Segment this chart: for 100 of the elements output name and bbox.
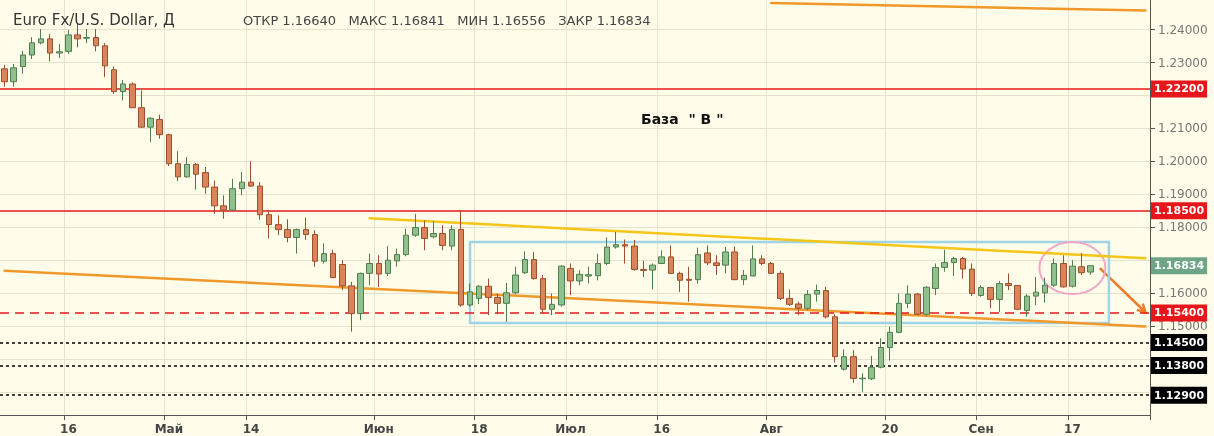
candlestick: [47, 33, 53, 62]
candlestick: [239, 171, 245, 196]
x-tick-label: 16: [60, 422, 77, 436]
candlestick: [1, 64, 8, 88]
candlestick: [430, 220, 437, 239]
candlestick: [156, 114, 163, 140]
candlestick: [284, 218, 291, 243]
candlestick: [1069, 259, 1076, 289]
candlestick: [211, 179, 218, 215]
candlestick: [951, 256, 957, 277]
y-tick-label: 1.18000: [1158, 220, 1208, 235]
candlestick: [905, 284, 911, 309]
candlestick: [1033, 276, 1039, 306]
x-tick-label: 14: [242, 422, 260, 436]
candlestick: [987, 286, 994, 309]
candlestick: [1042, 277, 1048, 304]
candlestick: [668, 244, 674, 275]
candlestick: [56, 43, 63, 59]
x-tick-label: 20: [881, 422, 899, 436]
y-tick-label: 1.20000: [1158, 154, 1208, 169]
candlestick: [111, 66, 117, 95]
candlestick: [376, 254, 382, 288]
y-tick-label: 1.16000: [1158, 286, 1208, 301]
text: 1.16834: [1154, 259, 1205, 273]
candlestick: [138, 90, 145, 129]
candlestick: [868, 355, 875, 381]
candlestick: [1005, 272, 1012, 291]
candlestick: [248, 160, 254, 188]
candlestick: [147, 116, 154, 143]
x-tick-label: Авг: [759, 422, 783, 436]
candlestick: [768, 261, 774, 275]
candlestick: [823, 286, 829, 319]
candlestick: [102, 42, 108, 78]
ref-line-label: 1.18500: [1154, 204, 1205, 218]
candlestick: [759, 254, 765, 266]
candlestick: [978, 284, 984, 298]
candlestick: [65, 29, 72, 55]
candlestick: [175, 150, 181, 182]
candlestick: [257, 181, 263, 221]
candlestick: [229, 178, 236, 212]
candlestick: [293, 228, 300, 255]
candlestick: [649, 262, 656, 291]
candlestick: [485, 278, 492, 316]
candlestick: [166, 133, 172, 167]
candlestick: [220, 194, 227, 220]
x-tick-label: 16: [653, 422, 671, 436]
candlestick: [385, 245, 391, 277]
ref-line-label: 1.22200: [1154, 82, 1205, 96]
text: Euro Fx/U.S. Dollar, Д: [13, 10, 175, 29]
candlestick: [686, 266, 692, 303]
y-tick-label: 1.23000: [1158, 55, 1208, 70]
candlestick: [540, 274, 546, 315]
candlestick: [804, 289, 811, 311]
candlestick: [814, 284, 820, 303]
candlestick: [467, 283, 473, 308]
candlestick: [512, 266, 519, 295]
candlestick: [321, 242, 327, 264]
candlestick: [303, 217, 309, 241]
candlestick: [960, 256, 966, 280]
candlestick: [932, 262, 939, 296]
candlestick: [275, 214, 282, 236]
candlestick: [741, 269, 747, 286]
candlestick: [458, 209, 464, 308]
candlestick: [330, 249, 336, 279]
candlestick: [795, 301, 802, 316]
candlestick: [403, 228, 409, 257]
candlestick: [38, 28, 44, 45]
candlestick: [522, 250, 528, 275]
candlestick: [832, 313, 838, 364]
candlestick: [503, 282, 510, 323]
ref-line-label: 1.13800: [1154, 359, 1205, 373]
candlestick: [83, 28, 90, 44]
candlestick: [887, 326, 893, 362]
candlestick: [731, 245, 738, 281]
x-tick-label: Сен: [968, 422, 994, 436]
candlestick: [850, 349, 857, 384]
candlestick: [969, 262, 975, 297]
candlestick: [394, 248, 400, 268]
candlestick: [184, 156, 190, 179]
x-tick-label: 17: [1064, 422, 1081, 436]
candlestick: [896, 292, 902, 334]
candlestick: [622, 238, 628, 264]
candlestick: [585, 266, 592, 285]
x-tick-label: Июн: [363, 422, 394, 436]
candlestick: [878, 337, 884, 369]
annotation: База " В ": [641, 111, 724, 127]
candlestick: [266, 209, 272, 239]
x-tick-label: Май: [154, 422, 184, 436]
x-tick-label: 18: [470, 422, 488, 436]
candlestick: [777, 270, 784, 301]
candlestick: [695, 247, 701, 285]
candlestick: [631, 239, 638, 272]
candlestick: [996, 280, 1003, 313]
candlestick: [595, 253, 601, 281]
candlestick: [357, 272, 364, 321]
candlestick: [658, 249, 665, 265]
candlestick: [1060, 254, 1067, 289]
candlestick: [923, 285, 930, 317]
ref-line-label: 1.15400: [1154, 306, 1205, 320]
ref-line-label: 1.14500: [1154, 336, 1205, 350]
